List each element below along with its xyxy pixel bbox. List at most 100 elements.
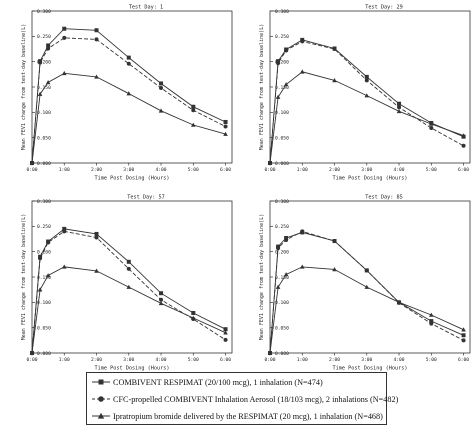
data-point-triangle xyxy=(45,80,51,85)
x-tick-label: 2:00 xyxy=(91,357,102,363)
x-tick-label: 1:00 xyxy=(59,357,70,363)
data-point-triangle xyxy=(37,287,43,292)
y-tick-label: 0.000 xyxy=(275,161,289,167)
data-point-square xyxy=(284,235,289,240)
data-point-triangle xyxy=(396,299,402,305)
data-point-circle xyxy=(461,143,466,148)
legend-label-ipratropium: Ipratropium bromide delivered by the RES… xyxy=(113,411,383,421)
y-tick-label: 0.100 xyxy=(37,110,51,116)
data-point-circle xyxy=(159,297,164,302)
data-point-circle xyxy=(126,266,131,271)
data-point-square xyxy=(62,226,67,231)
data-point-circle xyxy=(429,321,434,326)
series-line-2 xyxy=(31,230,226,354)
x-tick-label: 5:00 xyxy=(188,167,199,173)
x-tick-label: 0:00 xyxy=(264,357,275,363)
x-axis-label: Time Post Dosing (Hours) xyxy=(95,366,170,372)
x-tick-label: 4:00 xyxy=(393,167,404,173)
y-tick-label: 0.300 xyxy=(37,199,51,205)
data-point-triangle xyxy=(94,268,99,273)
data-point-circle xyxy=(223,124,228,129)
x-tick-label: 4:00 xyxy=(155,357,166,363)
data-point-square xyxy=(461,333,466,338)
data-point-triangle xyxy=(29,160,35,165)
x-tick-label: 2:00 xyxy=(91,167,102,173)
y-tick-label: 0.050 xyxy=(275,135,289,141)
data-point-triangle xyxy=(45,273,51,278)
data-point-triangle xyxy=(223,131,228,136)
data-point-circle xyxy=(276,61,281,66)
x-tick-label: 0:00 xyxy=(264,167,275,173)
y-tick-label: 0.200 xyxy=(275,59,289,65)
series-line-1 xyxy=(31,228,226,354)
y-tick-label: 0.300 xyxy=(275,199,289,205)
x-tick-label: 6:00 xyxy=(458,357,469,363)
y-tick-label: 0.100 xyxy=(275,300,289,306)
data-point-triangle xyxy=(126,284,132,289)
data-point-square xyxy=(191,104,196,109)
chart-title: Test Day: 29 xyxy=(365,5,402,11)
data-point-triangle xyxy=(94,74,99,79)
y-tick-label: 0.300 xyxy=(275,9,289,15)
legend: COMBIVENT RESPIMAT (20/100 mcg), 1 inhal… xyxy=(86,372,398,425)
x-tick-label: 2:00 xyxy=(329,167,340,173)
data-point-circle xyxy=(159,86,164,91)
data-point-square xyxy=(191,310,196,315)
series-line-2 xyxy=(269,230,464,354)
plot-frame xyxy=(31,200,233,354)
y-tick-label: 0.000 xyxy=(37,351,51,357)
series-line-3 xyxy=(31,72,226,164)
x-tick-label: 3:00 xyxy=(361,167,372,173)
y-tick-label: 0.050 xyxy=(37,325,51,331)
x-tick-label: 0:00 xyxy=(26,167,37,173)
series-line-2 xyxy=(269,40,464,164)
legend-entry-ipratropium: Ipratropium bromide delivered by the RES… xyxy=(91,410,383,422)
series-line-3 xyxy=(269,266,464,354)
data-point-circle xyxy=(126,61,131,66)
data-point-circle xyxy=(300,229,305,234)
chart-panel-3: Test Day: 57 0.000 0.050 0.100 0.150 0.200 0.2… xyxy=(21,195,233,372)
data-point-circle xyxy=(397,105,402,110)
y-tick-label: 0.150 xyxy=(275,85,289,91)
data-point-circle xyxy=(276,246,281,251)
data-point-circle xyxy=(284,238,289,243)
data-point-triangle xyxy=(299,69,305,74)
y-tick-label: 0.250 xyxy=(275,34,289,40)
series-line-3 xyxy=(31,266,226,354)
data-point-triangle xyxy=(364,93,370,98)
data-point-triangle xyxy=(364,284,370,289)
data-point-triangle xyxy=(267,160,273,165)
chart-title: Test Day: 1 xyxy=(129,5,163,11)
data-point-square xyxy=(126,259,131,264)
x-tick-label: 1:00 xyxy=(297,167,308,173)
data-point-circle xyxy=(94,37,99,42)
data-point-circle xyxy=(191,108,196,113)
x-tick-label: 0:00 xyxy=(26,357,37,363)
x-tick-label: 1:00 xyxy=(297,357,308,363)
data-point-triangle xyxy=(332,267,337,272)
data-point-triangle xyxy=(37,91,43,96)
data-point-circle xyxy=(46,46,51,51)
series-line-1 xyxy=(269,39,464,164)
data-point-square xyxy=(46,43,51,48)
data-point-triangle xyxy=(396,108,402,114)
legend-entry-combivent-respimat: COMBIVENT RESPIMAT (20/100 mcg), 1 inhal… xyxy=(91,376,323,388)
series-line-1 xyxy=(31,28,226,164)
data-point-triangle xyxy=(461,327,466,332)
data-point-square xyxy=(159,291,164,296)
data-point-triangle xyxy=(283,82,289,87)
data-point-square xyxy=(429,319,434,324)
x-tick-label: 4:00 xyxy=(155,167,166,173)
data-point-triangle xyxy=(428,312,434,317)
data-point-square xyxy=(397,101,402,106)
x-tick-label: 6:00 xyxy=(220,167,231,173)
data-point-triangle xyxy=(283,272,289,277)
y-tick-label: 0.250 xyxy=(275,224,289,230)
data-point-circle xyxy=(429,126,434,131)
data-point-triangle xyxy=(275,284,281,289)
chart-panel-4: Test Day: 85 0.000 0.050 0.100 0.150 0.200 0.2… xyxy=(259,195,471,372)
chart-panel-2: Test Day: 29 0.000 0.050 0.100 0.150 0.200 0.2… xyxy=(259,5,471,182)
y-tick-label: 0.100 xyxy=(275,110,289,116)
data-point-triangle xyxy=(275,94,281,99)
data-point-circle xyxy=(38,60,43,65)
